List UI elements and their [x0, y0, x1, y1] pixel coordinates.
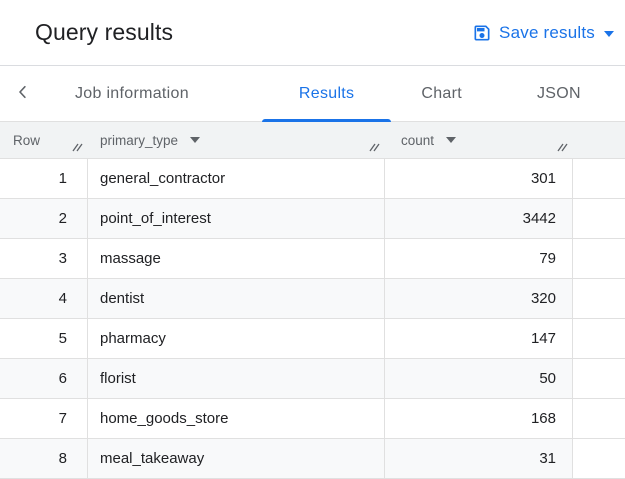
column-label-row: Row — [13, 132, 41, 148]
filler-cell — [573, 159, 625, 198]
table-row: 6 florist 50 — [0, 359, 625, 399]
row-number-cell: 3 — [0, 239, 88, 278]
page-title: Query results — [35, 19, 174, 45]
row-number-cell: 7 — [0, 399, 88, 438]
primary-type-cell: florist — [88, 359, 385, 398]
row-number-cell: 5 — [0, 319, 88, 358]
caret-down-icon[interactable] — [190, 137, 201, 143]
results-tab-bar: Job information Results Chart JSON — [0, 66, 625, 122]
column-label-count: count — [401, 132, 435, 148]
save-results-button[interactable]: Save results — [472, 23, 614, 43]
column-resize-handle[interactable] — [556, 140, 568, 155]
back-button[interactable] — [0, 66, 45, 121]
filler-cell — [573, 399, 625, 438]
count-cell: 147 — [385, 319, 573, 358]
table-row: 1 general_contractor 301 — [0, 159, 625, 199]
primary-type-cell: massage — [88, 239, 385, 278]
primary-type-cell: home_goods_store — [88, 399, 385, 438]
filler-cell — [573, 199, 625, 238]
primary-type-cell: point_of_interest — [88, 199, 385, 238]
filler-cell — [573, 359, 625, 398]
table-row: 3 massage 79 — [0, 239, 625, 279]
count-cell: 50 — [385, 359, 573, 398]
column-header-row[interactable]: Row — [0, 122, 88, 158]
table-row: 7 home_goods_store 168 — [0, 399, 625, 439]
primary-type-cell: dentist — [88, 279, 385, 318]
column-resize-handle[interactable] — [368, 140, 380, 155]
save-icon — [472, 23, 492, 43]
tab-job-information[interactable]: Job information — [75, 84, 189, 102]
count-cell: 79 — [385, 239, 573, 278]
row-number-cell: 1 — [0, 159, 88, 198]
tab-results[interactable]: Results — [261, 66, 392, 122]
count-cell: 301 — [385, 159, 573, 198]
row-number-cell: 2 — [0, 199, 88, 238]
count-cell: 168 — [385, 399, 573, 438]
caret-down-icon[interactable] — [446, 137, 457, 143]
column-resize-handle[interactable] — [71, 140, 83, 155]
row-number-cell: 6 — [0, 359, 88, 398]
column-header-primary-type[interactable]: primary_type — [88, 122, 385, 158]
table-row: 5 pharmacy 147 — [0, 319, 625, 359]
filler-cell — [573, 279, 625, 318]
filler-cell — [573, 319, 625, 358]
tab-json[interactable]: JSON — [536, 84, 581, 102]
table-row: 4 dentist 320 — [0, 279, 625, 319]
row-number-cell: 8 — [0, 439, 88, 478]
table-row: 2 point_of_interest 3442 — [0, 199, 625, 239]
results-table-body: 1 general_contractor 301 2 point_of_inte… — [0, 159, 625, 479]
results-table-header: Row primary_type count — [0, 122, 625, 159]
primary-type-cell: pharmacy — [88, 319, 385, 358]
row-number-cell: 4 — [0, 279, 88, 318]
table-row: 8 meal_takeaway 31 — [0, 439, 625, 479]
chevron-left-icon — [14, 83, 32, 104]
count-cell: 3442 — [385, 199, 573, 238]
filler-cell — [573, 239, 625, 278]
column-label-primary-type: primary_type — [100, 132, 179, 148]
primary-type-cell: general_contractor — [88, 159, 385, 198]
filler-cell — [573, 439, 625, 478]
column-header-count[interactable]: count — [385, 122, 573, 158]
count-cell: 31 — [385, 439, 573, 478]
save-results-label: Save results — [499, 22, 595, 42]
caret-down-icon — [604, 30, 614, 37]
column-header-filler — [573, 122, 625, 158]
primary-type-cell: meal_takeaway — [88, 439, 385, 478]
query-results-header: Query results Save results — [0, 0, 625, 66]
count-cell: 320 — [385, 279, 573, 318]
tab-chart[interactable]: Chart — [421, 84, 462, 102]
